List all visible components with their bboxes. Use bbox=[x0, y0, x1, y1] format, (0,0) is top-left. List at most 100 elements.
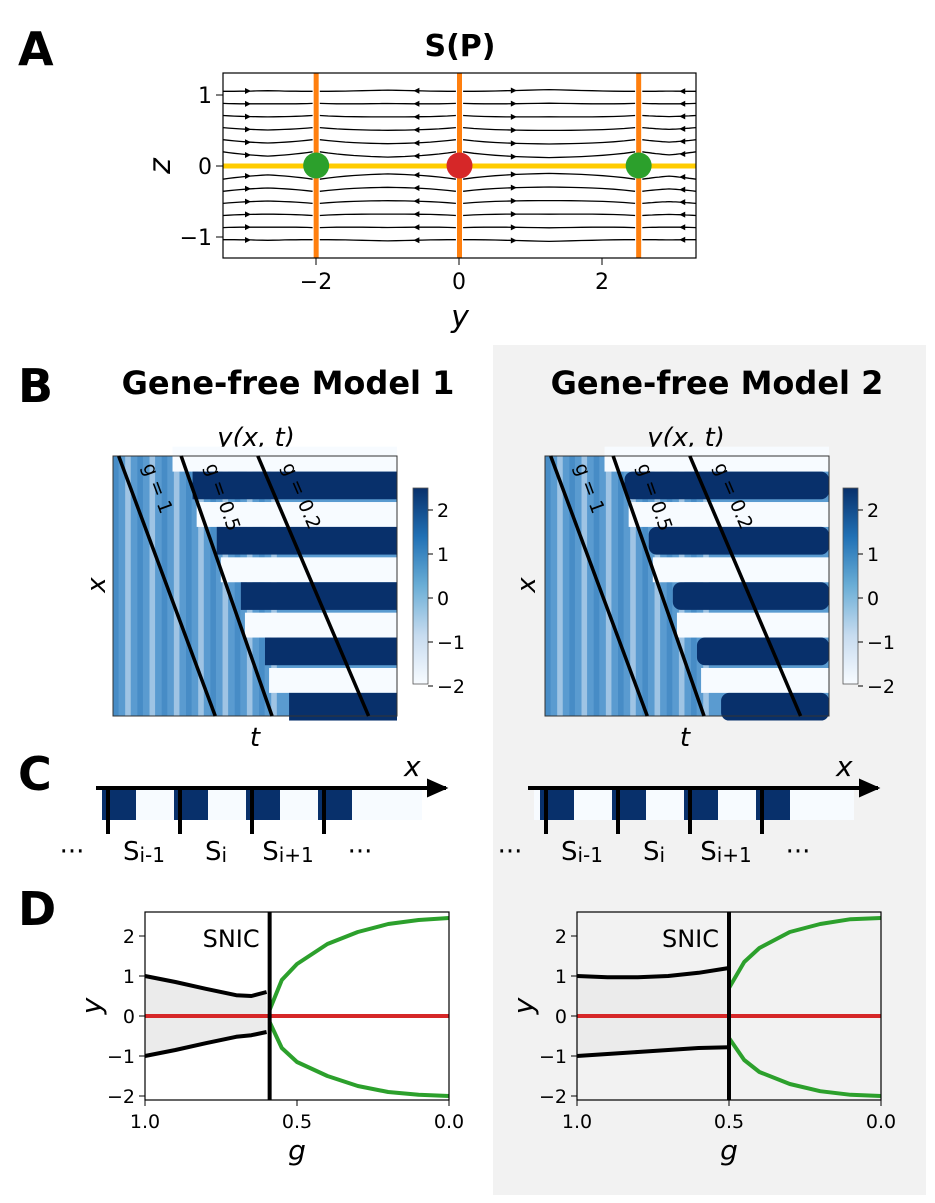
streamline-arrow bbox=[510, 153, 517, 160]
light-band bbox=[604, 446, 829, 472]
ytick-label: −2 bbox=[539, 1086, 567, 1108]
streamline-arrow bbox=[413, 185, 420, 192]
oscillation-stripe bbox=[113, 456, 119, 716]
streamline bbox=[222, 139, 313, 144]
streamline bbox=[319, 173, 456, 180]
streamline-arrow bbox=[244, 211, 251, 218]
streamline-arrow bbox=[510, 211, 517, 218]
segment-strip-model2: x··· Si-1 Si Si+1 ··· bbox=[498, 750, 881, 867]
streamline-arrow bbox=[244, 88, 251, 95]
segment-label: ··· bbox=[786, 837, 811, 867]
streamline bbox=[222, 151, 313, 157]
colorbar-tick-label: 0 bbox=[437, 588, 449, 610]
streamline-arrow bbox=[244, 126, 251, 133]
xtick-label: 0.5 bbox=[714, 1111, 744, 1133]
streamline-arrow bbox=[244, 151, 251, 158]
streamline bbox=[642, 126, 697, 131]
segment-band bbox=[696, 637, 829, 666]
g-line bbox=[611, 455, 706, 717]
oscillation-stripe bbox=[125, 456, 131, 716]
branch-line bbox=[576, 966, 730, 980]
streamline-arrow bbox=[510, 224, 517, 231]
streamline-arrow bbox=[510, 87, 517, 94]
streamline-arrow bbox=[413, 153, 420, 160]
ytick-label: 1 bbox=[123, 966, 135, 988]
g-line bbox=[117, 455, 217, 717]
streamline bbox=[319, 186, 456, 192]
streamline bbox=[463, 186, 636, 192]
stable-fixed-point-right bbox=[625, 152, 652, 179]
segment-strip-model1: x ··· Si-1 Si Si+1 ··· bbox=[60, 750, 449, 867]
model2-ylabel: x bbox=[512, 577, 542, 594]
streamline bbox=[463, 88, 636, 92]
colorbar-tick-label: −1 bbox=[437, 632, 465, 654]
streamline bbox=[463, 139, 636, 145]
model2-title: Gene-free Model 2 bbox=[551, 364, 884, 402]
xtick-label: 0.0 bbox=[434, 1111, 464, 1133]
colorbar-tick-label: 0 bbox=[867, 588, 879, 610]
branch-line bbox=[267, 1021, 450, 1098]
xtick-label: −2 bbox=[300, 270, 332, 295]
heatmap-frame bbox=[544, 455, 830, 717]
colorbar-model1: 2 1 0 −1 −2 bbox=[412, 487, 465, 698]
streamline bbox=[222, 126, 313, 131]
model1-ylabel: x bbox=[82, 577, 112, 594]
ytick-label: 0 bbox=[198, 155, 212, 180]
bifurcation-model2: SNIC 2 1 0 −1 −2 1.0 0.5 0.0 g y bbox=[507, 911, 896, 1167]
ytick-label: 2 bbox=[123, 926, 135, 948]
streamline-arrow bbox=[679, 199, 686, 206]
streamline bbox=[319, 213, 456, 217]
bifurcation-model1: SNIC 2 1 0 −1 −2 1.0 0.5 0.0 g y bbox=[75, 911, 464, 1167]
ytick-label: 1 bbox=[198, 84, 212, 109]
oscillation-stripe bbox=[581, 456, 588, 716]
segment-band bbox=[216, 526, 397, 555]
light-band bbox=[676, 612, 829, 638]
streamline-arrow bbox=[244, 173, 251, 180]
streamline bbox=[463, 213, 636, 217]
ytick-label: −1 bbox=[107, 1046, 135, 1068]
light-band bbox=[269, 667, 397, 693]
streamline bbox=[463, 199, 636, 205]
colorbar-tick-label: −2 bbox=[437, 676, 465, 698]
streamline-arrow bbox=[244, 113, 251, 120]
streamline-arrow bbox=[679, 88, 686, 95]
heatmap-frame bbox=[112, 455, 398, 717]
segment-label: ··· bbox=[60, 837, 85, 867]
oscillation-stripe bbox=[605, 456, 612, 716]
streamline bbox=[642, 188, 697, 192]
panel-label-c: C bbox=[18, 747, 52, 801]
streamline bbox=[319, 200, 456, 205]
streamline bbox=[463, 126, 636, 132]
oscillation-stripe bbox=[642, 456, 648, 716]
unstable-fixed-point bbox=[446, 152, 473, 179]
branch-line bbox=[576, 1045, 730, 1058]
panel-a-title: S(P) bbox=[424, 29, 495, 64]
light-band bbox=[196, 502, 397, 527]
streamline bbox=[463, 102, 636, 105]
oscillation-stripe bbox=[545, 456, 551, 716]
oscillation-stripe bbox=[173, 456, 180, 716]
segment-band bbox=[624, 471, 829, 500]
snic-annotation: SNIC bbox=[662, 925, 719, 953]
streamline bbox=[222, 114, 313, 118]
oscillation-stripe bbox=[198, 456, 204, 716]
branch-line bbox=[144, 1030, 268, 1058]
oscillation-stripe bbox=[557, 456, 563, 716]
ytick-label: 0 bbox=[555, 1006, 567, 1028]
bif-ylabel: y bbox=[75, 997, 108, 1015]
streamline-arrow bbox=[244, 224, 251, 231]
oscillation-region bbox=[577, 968, 729, 1056]
oscillation-stripe bbox=[666, 456, 673, 716]
oscillation-stripe bbox=[161, 456, 168, 716]
streamline-arrow bbox=[244, 185, 251, 192]
streamline-arrow bbox=[510, 140, 517, 147]
streamline bbox=[642, 175, 697, 180]
streamline-arrow bbox=[679, 186, 686, 193]
ytick-label: −1 bbox=[539, 1046, 567, 1068]
streamline bbox=[319, 151, 456, 158]
colorbar-tick-label: 2 bbox=[867, 500, 879, 522]
streamline-arrow bbox=[244, 100, 251, 107]
xtick-label: 1.0 bbox=[562, 1111, 592, 1133]
streamline bbox=[223, 239, 313, 241]
